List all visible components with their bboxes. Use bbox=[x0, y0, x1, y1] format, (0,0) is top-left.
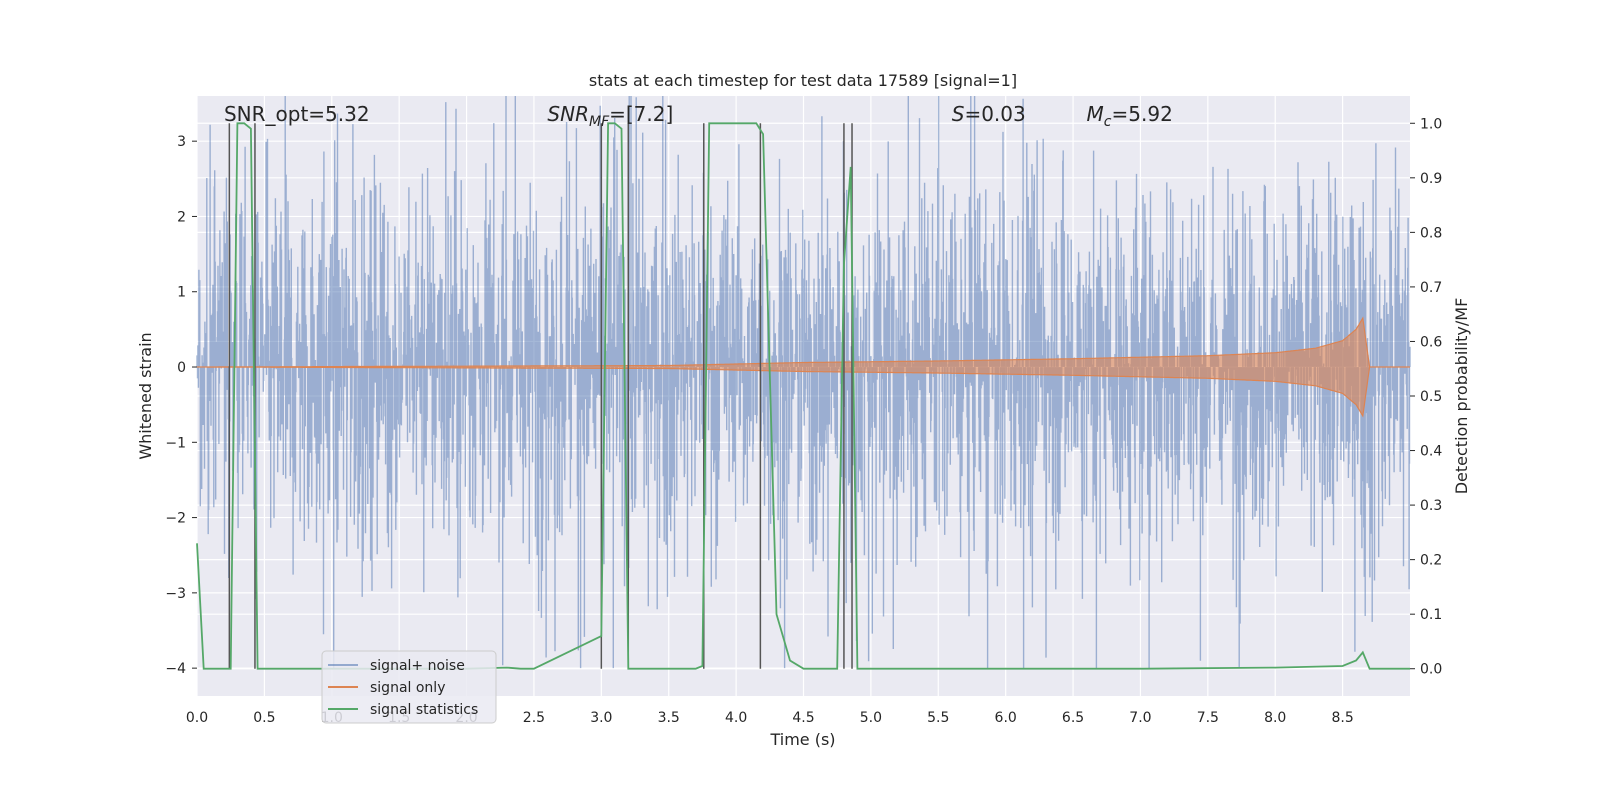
x-tick-label: 8.0 bbox=[1264, 710, 1286, 726]
annotations: SNR_opt=5.32 SNRMF=[7.2] S=0.03 Mc=5.92 bbox=[224, 102, 1173, 130]
y-tick-label: −1 bbox=[165, 435, 186, 451]
x-tick-label: 4.0 bbox=[725, 710, 747, 726]
x-tick-label: 5.5 bbox=[927, 710, 949, 726]
x-tick-label: 7.5 bbox=[1197, 710, 1219, 726]
x-tick-label: 5.0 bbox=[860, 710, 882, 726]
x-tick-label: 7.0 bbox=[1129, 710, 1151, 726]
legend-label: signal statistics bbox=[370, 702, 478, 718]
x-tick-label: 0.0 bbox=[186, 710, 208, 726]
legend-label: signal only bbox=[370, 680, 445, 696]
data-layer bbox=[196, 96, 1411, 670]
y-tick-label: 3 bbox=[177, 134, 186, 150]
y-tick-label: −2 bbox=[165, 511, 186, 527]
y2-tick-label: 0.7 bbox=[1420, 280, 1442, 296]
legend: signal+ noise signal only signal statistic… bbox=[321, 650, 497, 724]
legend-label: signal+ noise bbox=[370, 658, 465, 674]
annotation-s-stat: S=0.03 bbox=[952, 102, 1026, 126]
chart-title: stats at each timestep for test data 175… bbox=[589, 71, 1017, 90]
x-tick-label: 0.5 bbox=[253, 710, 275, 726]
legend-box bbox=[321, 650, 497, 724]
y2-tick-label: 0.9 bbox=[1420, 171, 1442, 187]
x-axis-label: Time (s) bbox=[769, 730, 835, 749]
annotation-snr-opt: SNR_opt=5.32 bbox=[224, 102, 370, 126]
y2-axis-label: Detection probability/MF bbox=[1452, 298, 1471, 495]
y2-tick-label: 0.8 bbox=[1420, 225, 1442, 241]
y2-tick-label: 0.3 bbox=[1420, 498, 1442, 514]
y-tick-label: 1 bbox=[177, 285, 186, 301]
x-tick-label: 6.5 bbox=[1062, 710, 1084, 726]
y2-tick-label: 0.1 bbox=[1420, 607, 1442, 623]
x-tick-label: 3.0 bbox=[590, 710, 612, 726]
x-tick-label: 8.5 bbox=[1331, 710, 1353, 726]
x-tick-label: 3.5 bbox=[658, 710, 680, 726]
y-tick-label: 0 bbox=[177, 360, 186, 376]
y2-tick-label: 0.0 bbox=[1420, 662, 1442, 678]
y2-tick-label: 0.4 bbox=[1420, 444, 1442, 460]
y-tick-label: −4 bbox=[165, 661, 186, 677]
y2-tick-label: 0.2 bbox=[1420, 553, 1442, 569]
y-tick-label: 2 bbox=[177, 209, 186, 225]
y-tick-label: −3 bbox=[165, 586, 186, 602]
x-tick-label: 2.5 bbox=[523, 710, 545, 726]
annotation-mc: Mc=5.92 bbox=[1087, 102, 1173, 130]
y2-tick-label: 0.6 bbox=[1420, 334, 1442, 350]
x-tick-label: 6.0 bbox=[995, 710, 1017, 726]
y2-tick-label: 0.5 bbox=[1420, 389, 1442, 405]
annotation-snr-mf: SNRMF=[7.2] bbox=[547, 102, 673, 130]
y2-tick-label: 1.0 bbox=[1420, 116, 1442, 132]
series-signal-statistics bbox=[196, 122, 1410, 670]
x-tick-label: 4.5 bbox=[792, 710, 814, 726]
y-axis-label: Whitened strain bbox=[136, 332, 155, 459]
